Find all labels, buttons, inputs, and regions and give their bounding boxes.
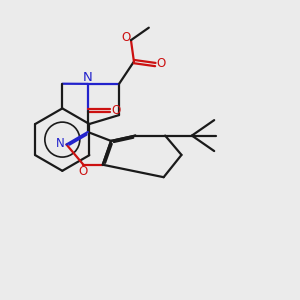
Text: O: O xyxy=(111,104,120,117)
Text: O: O xyxy=(156,58,165,70)
Text: N: N xyxy=(56,136,64,149)
Text: N: N xyxy=(83,71,93,84)
Text: O: O xyxy=(78,165,87,178)
Text: O: O xyxy=(121,31,130,44)
